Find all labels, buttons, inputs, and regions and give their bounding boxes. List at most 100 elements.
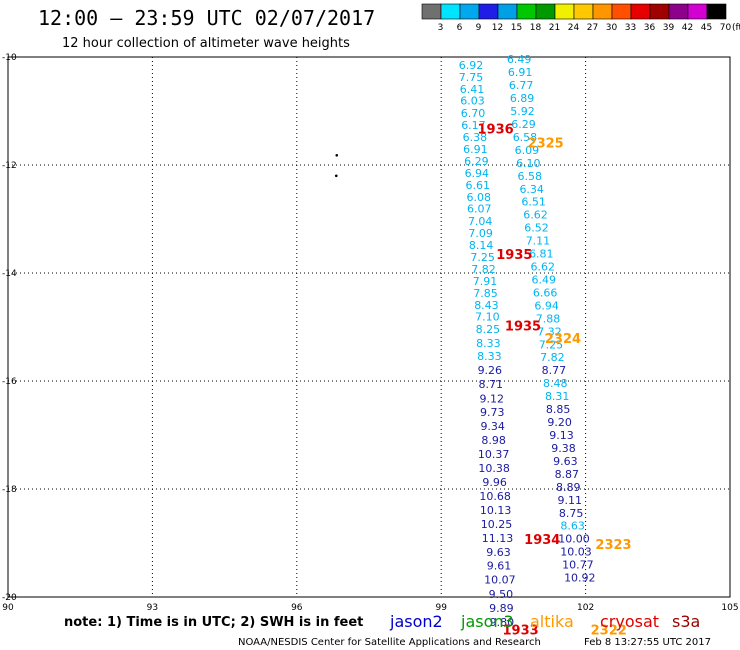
wave-height-value: 11.13 xyxy=(482,532,514,545)
y-tick-label: -12 xyxy=(2,161,17,171)
wave-height-value: 7.25 xyxy=(539,338,564,351)
wave-height-value: 10.77 xyxy=(562,559,594,572)
wave-height-value: 7.85 xyxy=(473,287,498,300)
wave-height-value: 8.25 xyxy=(476,323,501,336)
colorbar-swatch xyxy=(459,3,480,20)
pass-time-labels: 1936 1935 1935 2325 2324 1934 2323 1933 2322 xyxy=(477,122,631,638)
wave-height-value: 6.34 xyxy=(519,183,544,196)
wave-height-value: 6.52 xyxy=(524,222,549,235)
colorbar-swatch xyxy=(630,3,651,20)
credit-right: Feb 8 13:27:55 UTC 2017 xyxy=(584,637,711,648)
note-text: note: 1) Time is in UTC; 2) SWH is in fe… xyxy=(64,615,363,630)
wave-height-value: 10.38 xyxy=(478,462,510,475)
pass-time-label: 1935 xyxy=(496,248,532,263)
colorbar-label: 36 xyxy=(644,23,656,33)
chart-title: 12:00 – 23:59 UTC 02/07/2017 xyxy=(38,6,375,30)
y-tick-label: -14 xyxy=(2,269,17,279)
wave-height-value: 6.49 xyxy=(531,273,556,286)
pass-time-label: 1934 xyxy=(524,533,560,548)
wave-height-value: 6.03 xyxy=(460,95,485,108)
credit-left: NOAA/NESDIS Center for Satellite Applica… xyxy=(238,637,541,648)
satellite-legend-item: jason3 xyxy=(460,612,514,631)
wave-height-value: 8.33 xyxy=(476,337,501,350)
colorbar-swatch xyxy=(611,3,632,20)
satellite-legend-item: s3a xyxy=(672,612,700,631)
colorbar-label: 9 xyxy=(476,23,482,33)
wave-height-value: 6.29 xyxy=(464,155,489,168)
wave-height-value: 9.20 xyxy=(547,416,572,429)
wave-height-value: 7.32 xyxy=(537,325,562,338)
wave-height-value: 6.81 xyxy=(529,248,554,261)
wave-height-value: 8.71 xyxy=(479,378,504,391)
axis-tick-labels: 90 93 96 99 102 105 -10 -12 -14 -16 -18 -20 xyxy=(2,53,739,613)
wave-height-value: 9.63 xyxy=(486,546,511,559)
colorbar-swatch xyxy=(497,3,518,20)
colorbar-swatch xyxy=(573,3,594,20)
colorbar-label: 12 xyxy=(492,23,503,33)
grid-lines xyxy=(7,56,731,598)
colorbar-label: 33 xyxy=(625,23,636,33)
colorbar-label: 42 xyxy=(682,23,693,33)
wave-height-value: 9.73 xyxy=(480,406,505,419)
wave-height-value: 8.98 xyxy=(481,434,506,447)
y-tick-label: -10 xyxy=(2,53,17,63)
wave-height-value: 6.08 xyxy=(466,191,491,204)
wave-height-value: 6.61 xyxy=(466,179,491,192)
satellite-legend: jason2 jason3 altika cryosat s3a xyxy=(389,612,700,631)
wave-height-value: 9.13 xyxy=(549,429,574,442)
wave-height-value: 6.38 xyxy=(463,131,488,144)
wave-height-value: 8.14 xyxy=(469,239,494,252)
x-tick-label: 93 xyxy=(147,603,158,613)
wave-height-value: 10.13 xyxy=(480,504,512,517)
wave-height-value: 9.89 xyxy=(489,602,514,615)
satellite-legend-item: jason2 xyxy=(389,612,443,631)
wave-height-value: 7.25 xyxy=(470,251,495,264)
wave-height-value: 7.91 xyxy=(473,275,498,288)
wave-height-value: 6.51 xyxy=(521,196,546,209)
wave-height-value: 7.11 xyxy=(526,235,551,248)
wave-height-value: 10.25 xyxy=(481,518,513,531)
colorbar-swatch xyxy=(478,3,499,20)
wave-height-value: 7.88 xyxy=(536,312,561,325)
wave-height-value: 8.85 xyxy=(546,403,571,416)
wave-height-value: 9.34 xyxy=(480,420,505,433)
wave-height-value: 9.96 xyxy=(482,476,507,489)
pass-time-label: 2322 xyxy=(591,623,627,638)
wave-height-value: 10.03 xyxy=(560,546,592,559)
wave-height-value: 6.92 xyxy=(459,59,484,72)
colorbar-swatch xyxy=(649,3,670,20)
colorbar-label: 45 xyxy=(701,23,712,33)
colorbar-swatch xyxy=(516,3,537,20)
wave-height-value: 6.94 xyxy=(534,299,559,312)
y-tick-label: -18 xyxy=(2,485,17,495)
x-tick-label: 105 xyxy=(721,603,738,613)
wave-height-value: 8.63 xyxy=(560,520,585,533)
wave-height-value: 8.48 xyxy=(543,377,568,390)
colorbar-swatch xyxy=(554,3,575,20)
pass-time-label: 2323 xyxy=(595,538,631,553)
wave-height-value: 6.41 xyxy=(460,83,485,96)
wave-height-value: 9.11 xyxy=(557,494,582,507)
wave-height-value: 8.33 xyxy=(477,350,502,363)
pass-time-label: 1933 xyxy=(503,623,539,638)
wave-height-value: 10.07 xyxy=(484,574,516,587)
wave-height-value: 10.92 xyxy=(564,572,596,585)
colorbar-label: 6 xyxy=(457,23,463,33)
wave-height-value: 6.70 xyxy=(461,107,486,120)
wave-height-value: 7.09 xyxy=(468,227,493,240)
chart-subtitle: 12 hour collection of altimeter wave hei… xyxy=(62,36,350,51)
wave-height-value: 9.50 xyxy=(489,588,514,601)
wave-height-value: 10.37 xyxy=(478,448,510,461)
island-mark xyxy=(334,174,338,178)
colorbar-swatch xyxy=(706,3,727,20)
colorbar-label: 3 xyxy=(438,23,444,33)
colorbar-swatch xyxy=(687,3,708,20)
wave-height-value: 9.26 xyxy=(478,364,503,377)
wave-height-value: 6.58 xyxy=(518,170,543,183)
colorbar-swatch xyxy=(421,3,442,20)
wave-height-value: 8.77 xyxy=(542,364,567,377)
wave-height-value: 6.89 xyxy=(510,92,535,105)
colorbar-label: 21 xyxy=(549,23,560,33)
